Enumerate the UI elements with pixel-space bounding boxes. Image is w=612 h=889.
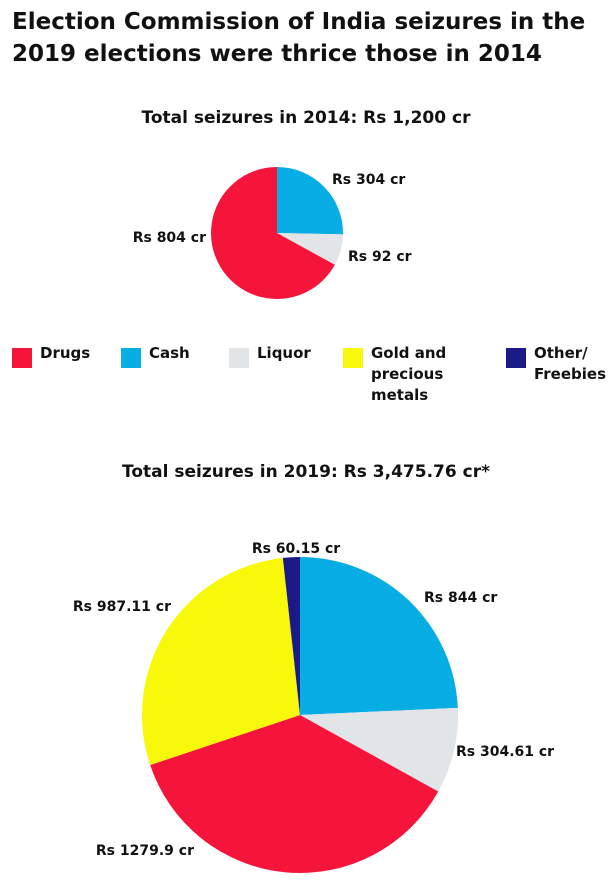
- pie-2014-title: Total seizures in 2014: Rs 1,200 cr: [141, 108, 471, 128]
- legend-label-liquor: Liquor: [257, 344, 311, 362]
- pie-1-slice-liquor: [300, 707, 459, 792]
- pie-1-label-cash: Rs 844 cr: [424, 590, 497, 606]
- pie-1-label-liquor: Rs 304.61 cr: [456, 744, 554, 760]
- pie-0-label-cash: Rs 304 cr: [332, 172, 405, 188]
- pie-1-slice-cash: [300, 557, 458, 715]
- legend-swatch-gold: [343, 348, 363, 368]
- legend: Drugs Cash Liquor Gold and precious meta…: [0, 343, 612, 404]
- legend-item-other: Other/ Freebies: [506, 343, 609, 385]
- legend-swatch-cash: [121, 348, 141, 368]
- pie-0-slice-liquor: [277, 233, 343, 265]
- legend-item-cash: Cash: [121, 343, 289, 368]
- pie-1-label-drugs: Rs 1279.9 cr: [96, 843, 194, 859]
- pie-1-label-other-freebies: Rs 60.15 cr: [252, 541, 340, 557]
- pie-0-label-drugs: Rs 804 cr: [133, 230, 206, 246]
- legend-item-gold: Gold and precious metals: [343, 343, 499, 406]
- legend-label-cash: Cash: [149, 344, 190, 362]
- pie-1-slice-drugs: [150, 715, 439, 873]
- pie-1-slice-other-freebies: [282, 557, 300, 715]
- legend-item-liquor: Liquor: [229, 343, 397, 368]
- legend-swatch-other: [506, 348, 526, 368]
- legend-swatch-liquor: [229, 348, 249, 368]
- pie-0-slice-cash: [277, 167, 344, 235]
- pie-0-label-liquor: Rs 92 cr: [348, 249, 412, 265]
- legend-label-drugs: Drugs: [40, 344, 91, 362]
- pie-0-slice-drugs: [211, 167, 335, 299]
- chart-title: Election Commission of India seizures in…: [12, 9, 586, 67]
- pie-1-slice-gold-and-precious-metals: [142, 557, 300, 766]
- legend-label-other: Other/ Freebies: [534, 344, 607, 383]
- legend-swatch-drugs: [12, 348, 32, 368]
- pie-2019-title: Total seizures in 2019: Rs 3,475.76 cr*: [122, 462, 490, 482]
- pie-1-label-gold-and-precious-metals: Rs 987.11 cr: [73, 599, 171, 615]
- legend-label-gold: Gold and precious metals: [371, 344, 447, 404]
- legend-item-drugs: Drugs: [12, 343, 180, 368]
